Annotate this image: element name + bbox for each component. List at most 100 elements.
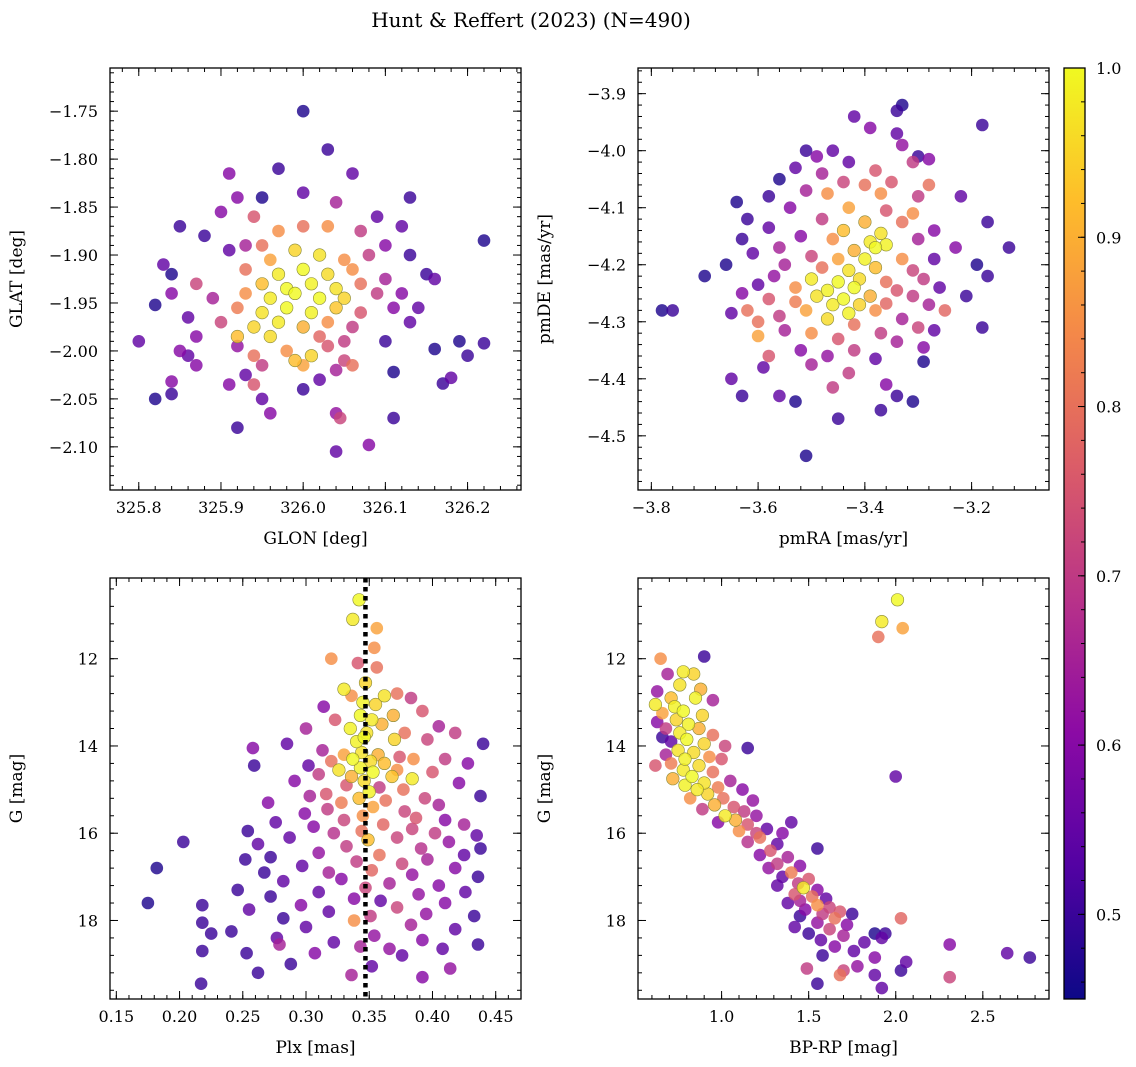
data-point bbox=[459, 885, 472, 899]
data-point bbox=[906, 264, 920, 277]
data-point bbox=[222, 378, 236, 391]
data-point bbox=[776, 826, 789, 840]
data-point bbox=[875, 614, 889, 629]
x-tick-label: 325.8 bbox=[116, 498, 162, 517]
data-point bbox=[868, 261, 883, 275]
data-point bbox=[379, 794, 393, 807]
colorbar-tick-label: 0.6 bbox=[1096, 736, 1121, 755]
data-point bbox=[874, 326, 888, 340]
data-point bbox=[329, 282, 343, 296]
data-point bbox=[280, 344, 294, 358]
data-point bbox=[899, 955, 913, 969]
data-point bbox=[678, 778, 692, 792]
data-point bbox=[874, 403, 888, 417]
x-tick-label: 2.5 bbox=[970, 1007, 995, 1026]
data-point bbox=[836, 292, 851, 306]
data-point bbox=[826, 298, 840, 312]
data-point bbox=[981, 215, 994, 229]
axes-frame bbox=[109, 577, 522, 1000]
data-point bbox=[299, 722, 313, 735]
data-point bbox=[457, 818, 471, 831]
data-point bbox=[373, 848, 386, 862]
data-point bbox=[858, 215, 872, 229]
data-point bbox=[811, 842, 824, 855]
colorbar-tick-label: 0.5 bbox=[1096, 905, 1121, 924]
data-point bbox=[474, 842, 487, 855]
data-point bbox=[337, 291, 351, 305]
data-point bbox=[416, 704, 429, 718]
data-point bbox=[398, 805, 412, 818]
data-point bbox=[313, 330, 326, 343]
data-point bbox=[725, 306, 738, 320]
data-point bbox=[398, 726, 412, 740]
data-point bbox=[673, 678, 687, 692]
data-point bbox=[416, 933, 429, 947]
data-point bbox=[981, 269, 994, 283]
y-axis-label: G [mag] bbox=[7, 754, 27, 823]
data-point bbox=[258, 866, 271, 879]
data-point bbox=[428, 342, 442, 356]
data-point bbox=[242, 903, 256, 916]
data-point bbox=[707, 798, 722, 812]
data-point bbox=[370, 287, 384, 300]
data-point bbox=[810, 289, 824, 303]
y-axis-label: GLAT [deg] bbox=[7, 230, 27, 328]
data-point bbox=[346, 320, 359, 334]
data-point bbox=[696, 802, 709, 816]
data-point bbox=[703, 750, 716, 764]
data-point bbox=[346, 612, 360, 627]
data-point bbox=[805, 326, 818, 340]
data-point bbox=[416, 970, 429, 984]
data-point bbox=[802, 927, 815, 940]
data-point bbox=[821, 349, 834, 363]
panel-Plx-G: 0.15 0.20 0.25 0.30 0.35 0.40 0.45 12 14 16 18 Plx … bbox=[7, 577, 522, 1058]
data-point bbox=[150, 861, 164, 875]
y-tick-label: −1.80 bbox=[49, 150, 98, 169]
data-point bbox=[403, 191, 417, 204]
data-point bbox=[181, 311, 195, 324]
data-point bbox=[735, 232, 749, 246]
data-point bbox=[328, 713, 342, 727]
data-point bbox=[678, 752, 692, 766]
data-point bbox=[724, 774, 737, 788]
data-point bbox=[778, 258, 792, 272]
data-point bbox=[321, 315, 335, 329]
data-point bbox=[165, 267, 178, 281]
data-point bbox=[272, 224, 285, 238]
data-point bbox=[377, 756, 392, 771]
data-point bbox=[938, 304, 952, 317]
data-point bbox=[148, 392, 162, 406]
data-point bbox=[312, 885, 326, 899]
data-point bbox=[847, 243, 861, 258]
data-point bbox=[666, 304, 679, 317]
data-point bbox=[298, 807, 312, 820]
data-point bbox=[374, 894, 387, 908]
data-point bbox=[933, 281, 946, 294]
data-point bbox=[868, 951, 882, 964]
data-point bbox=[319, 787, 333, 801]
data-point bbox=[842, 263, 856, 278]
data-point bbox=[917, 272, 930, 286]
data-point bbox=[863, 289, 877, 303]
data-point bbox=[409, 811, 423, 825]
data-point bbox=[231, 301, 244, 315]
x-tick-label: 0.25 bbox=[225, 1007, 261, 1026]
data-point bbox=[741, 741, 754, 755]
data-point bbox=[365, 960, 379, 973]
data-point bbox=[385, 769, 399, 784]
data-point bbox=[231, 421, 244, 435]
points-pmRA-pmDE bbox=[655, 98, 1016, 463]
data-point bbox=[165, 375, 178, 388]
data-point bbox=[436, 942, 449, 956]
data-point bbox=[741, 835, 754, 849]
data-point bbox=[760, 822, 774, 836]
data-point bbox=[816, 949, 829, 962]
data-point bbox=[148, 298, 162, 312]
data-point bbox=[746, 794, 760, 807]
data-point bbox=[273, 938, 286, 951]
data-point bbox=[906, 207, 920, 220]
data-point bbox=[805, 358, 818, 371]
data-point bbox=[799, 184, 813, 197]
data-point bbox=[190, 359, 203, 372]
